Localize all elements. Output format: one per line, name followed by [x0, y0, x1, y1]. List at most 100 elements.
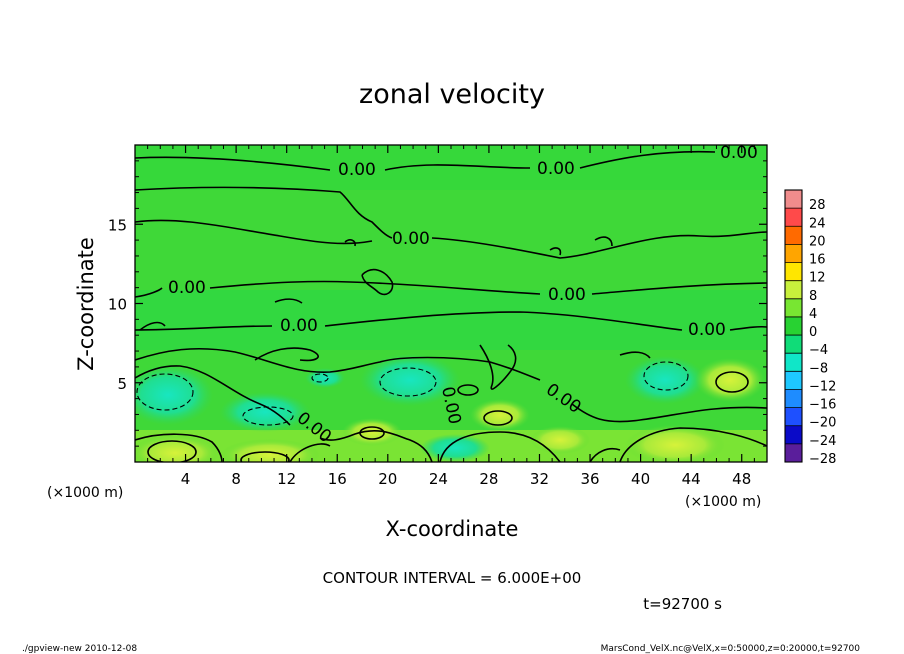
- colorbar-swatch: [785, 280, 802, 300]
- contour-ring: [483, 410, 513, 426]
- high-region: [135, 435, 220, 462]
- contour-label: 0.00: [548, 285, 586, 305]
- x-tick-label: 4: [181, 470, 191, 488]
- x-tick-label: 20: [378, 470, 397, 488]
- contour-line: [549, 247, 562, 256]
- dashed-contour: [242, 406, 294, 426]
- high-region: [220, 439, 320, 462]
- y-axis-title: Z-coordinate: [74, 237, 98, 371]
- plot-area: 0.00 0.00 0.00 0.00 0.00 0.00 0.00 0.00 …: [135, 143, 767, 462]
- x-tick-label: 32: [530, 470, 549, 488]
- x-tick-label: 24: [429, 470, 448, 488]
- contour-line: [139, 321, 166, 331]
- contour-ring: [457, 384, 479, 396]
- dashed-contour: [379, 367, 437, 397]
- contour-line: [619, 351, 651, 359]
- contour-line: [439, 431, 561, 462]
- x-tick-label: 8: [231, 470, 241, 488]
- colorbar: 28 24 20 16 12 8 4 0 −4 −8 −12 −16 −20 −24 −28: [784, 189, 836, 467]
- colorbar-swatch: [785, 407, 802, 427]
- x-tick-label: 36: [580, 470, 599, 488]
- contour-line: [135, 433, 223, 462]
- x-axis-title: X-coordinate: [386, 517, 519, 541]
- program-label: ./gpview-new 2010-12-08: [22, 644, 137, 654]
- x-axis-unit-label: (×1000 m): [685, 494, 761, 510]
- colorbar-label: −12: [809, 379, 836, 394]
- contour-label: 0.00: [537, 159, 575, 179]
- colorbar-label: 8: [809, 289, 817, 304]
- colorbar-swatch: [785, 335, 802, 354]
- contour-ring: [147, 440, 197, 462]
- low-region: [420, 434, 490, 462]
- contour-label: 0.00: [280, 316, 318, 336]
- colorbar-swatch: [785, 353, 802, 372]
- contour-line: [289, 443, 331, 462]
- dashed-contour: [643, 361, 689, 391]
- x-tick-label: 40: [631, 470, 650, 488]
- high-region: [470, 399, 530, 431]
- colorbar-label: 28: [809, 198, 826, 213]
- time-label: t=92700 s: [643, 595, 722, 613]
- colorbar-swatch: [785, 316, 802, 336]
- colorbar-label: 20: [809, 234, 826, 249]
- contour-line: [135, 287, 163, 298]
- low-region: [360, 354, 460, 406]
- low-region: [305, 368, 345, 388]
- dashed-contour: [311, 373, 329, 383]
- colorbar-swatch: [785, 389, 802, 408]
- colorbar-label: −4: [809, 343, 828, 358]
- colorbar-swatch: [785, 262, 802, 281]
- x-tick-label: 48: [732, 470, 751, 488]
- x-tick-label: 28: [479, 470, 498, 488]
- contour-line: [254, 347, 319, 362]
- y-tick-label: 5: [117, 375, 127, 393]
- colorbar-label: −16: [809, 398, 836, 413]
- contour-line: [135, 311, 767, 331]
- colorbar-label: 24: [809, 216, 826, 231]
- colorbar-swatch: [785, 298, 802, 318]
- contour-line: [135, 150, 716, 171]
- colorbar-label: −20: [809, 416, 836, 431]
- colorbar-label: 4: [809, 307, 817, 322]
- colorbar-swatch: [785, 425, 802, 445]
- x-axis-ticks: 4 8 12 16 20 24 28 32 36 40 44 48: [147, 145, 755, 488]
- contour-line: [319, 430, 433, 462]
- contour-value-labels: 0.00 0.00 0.00 0.00 0.00 0.00 0.00 0.00 …: [168, 143, 758, 447]
- contour-label: 0.00: [720, 143, 758, 163]
- contour-ring: [240, 451, 290, 462]
- contour-lines: [135, 150, 767, 462]
- y-tick-label: 15: [108, 216, 127, 234]
- contour-interval-note: CONTOUR INTERVAL = 6.000E+00: [323, 569, 582, 587]
- contour-line: [274, 298, 303, 304]
- negative-contours: [136, 361, 689, 426]
- high-region: [695, 358, 765, 402]
- y-tick-label: 10: [108, 296, 127, 314]
- contour-label: 0.00: [338, 160, 376, 180]
- contour-line: [594, 236, 613, 247]
- contour-line: [135, 219, 373, 245]
- contour-label: 0.00: [168, 278, 206, 298]
- y-axis-unit-label: (×1000 m): [47, 485, 123, 501]
- x-tick-label: 44: [682, 470, 701, 488]
- contour-line: [619, 427, 767, 462]
- contour-line: [135, 365, 291, 426]
- high-region: [342, 418, 402, 446]
- colorbar-swatch: [785, 190, 802, 209]
- contour-label: 0.00: [688, 320, 726, 340]
- low-region: [625, 356, 705, 404]
- colorbar-label: 12: [809, 271, 826, 286]
- y-axis-ticks: 5 10 15: [108, 160, 767, 447]
- contour-ring: [715, 371, 749, 393]
- contour-ring: [359, 426, 385, 440]
- colorbar-swatch: [785, 244, 802, 263]
- source-label: MarsCond_VelX.nc@VelX,x=0:50000,z=0:2000…: [601, 644, 861, 654]
- low-region: [135, 365, 213, 425]
- colorbar-swatch: [785, 208, 802, 227]
- x-tick-label: 16: [328, 470, 347, 488]
- chart-title: zonal velocity: [359, 79, 545, 110]
- colorbar-swatch: [785, 443, 802, 463]
- contour-label: 0.00: [392, 229, 430, 249]
- colorbar-label: 0: [809, 325, 817, 340]
- colorbar-label: 16: [809, 253, 826, 268]
